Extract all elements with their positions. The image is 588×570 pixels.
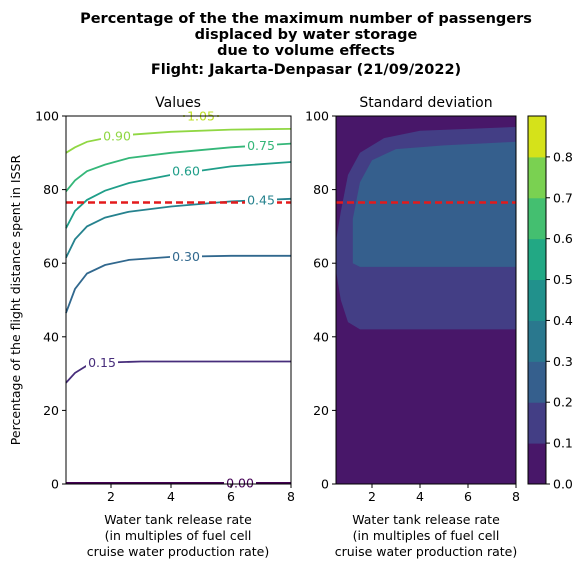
y-tick-label: 100 xyxy=(305,109,329,124)
contour-label-gap xyxy=(245,138,277,152)
figure-title-line-3: due to volume effects xyxy=(217,43,395,59)
colorbar-tick-label: 0.3 xyxy=(553,354,573,369)
values-y-axis-ticks: 0 20 40 60 80 100 xyxy=(35,109,66,492)
contour-line-0.60 xyxy=(65,161,292,229)
colorbar-tick-label: 0.7 xyxy=(553,190,573,205)
std-x-axis-label-line-3: cruise water production rate) xyxy=(335,544,518,559)
contour-label: 0.15 xyxy=(88,355,116,370)
x-tick-label: 4 xyxy=(416,489,424,504)
contour-label: 0.30 xyxy=(172,249,200,264)
colorbar-tick-label: 0.4 xyxy=(553,313,573,328)
x-tick-label: 4 xyxy=(167,489,175,504)
colorbar-tick-label: 0.0 xyxy=(553,477,573,492)
colorbar-band xyxy=(528,279,546,321)
y-tick-label: 80 xyxy=(43,182,59,197)
y-tick-label: 20 xyxy=(43,403,59,418)
contour-label-gap xyxy=(86,355,118,369)
contour-label-gap xyxy=(224,475,256,489)
values-contour-panel: Values 0.000.150.300.450.600.750.901.05 … xyxy=(8,95,295,559)
contour-label: 0.90 xyxy=(103,129,131,144)
colorbar-band xyxy=(528,361,546,403)
colorbar-band xyxy=(528,443,546,485)
colorbar-tick-label: 0.1 xyxy=(553,436,573,451)
contour-label-gap xyxy=(170,249,202,263)
colorbar-band xyxy=(528,116,546,158)
x-tick-label: 8 xyxy=(512,489,520,504)
colorbar-bands xyxy=(528,116,546,485)
x-tick-label: 6 xyxy=(227,489,235,504)
std-panel-title: Standard deviation xyxy=(359,95,492,111)
figure-title-line-4: Flight: Jakarta-Denpasar (21/09/2022) xyxy=(151,62,461,78)
std-x-axis-label-line-1: Water tank release rate xyxy=(352,512,500,527)
std-region-0.2-0.3 xyxy=(352,141,516,267)
figure-title-line-2: displaced by water storage xyxy=(195,27,418,43)
colorbar-band xyxy=(528,238,546,281)
colorbar-band xyxy=(528,156,546,199)
y-tick-label: 0 xyxy=(51,477,59,492)
contour-label: 0.60 xyxy=(172,164,200,179)
std-plot-frame xyxy=(335,115,517,485)
y-tick-label: 100 xyxy=(35,109,59,124)
colorbar-band xyxy=(528,402,546,444)
contour-line-0.75 xyxy=(65,142,292,192)
colorbar-tick-label: 0.6 xyxy=(553,231,573,246)
contour-label-gap xyxy=(101,129,133,143)
values-y-axis-label: Percentage of the flight distance spent … xyxy=(8,155,23,446)
y-tick-label: 20 xyxy=(313,403,329,418)
std-y-axis-ticks: 0 20 40 60 80 100 xyxy=(305,109,336,492)
colorbar-tick-label: 0.8 xyxy=(553,149,573,164)
values-x-axis-label-line-3: cruise water production rate) xyxy=(87,544,270,559)
contour-label-gap xyxy=(170,164,202,178)
figure-title-line-1: Percentage of the the maximum number of … xyxy=(80,11,532,27)
x-tick-label: 8 xyxy=(287,489,295,504)
colorbar-tick-label: 0.2 xyxy=(553,395,573,410)
values-plot-frame xyxy=(65,115,292,485)
values-panel-title: Values xyxy=(155,95,201,111)
y-tick-label: 60 xyxy=(43,256,59,271)
contour-label: 0.75 xyxy=(247,138,275,153)
colorbar-band xyxy=(528,197,546,240)
contour-label: 0.00 xyxy=(226,475,254,490)
y-tick-label: 0 xyxy=(321,477,329,492)
x-tick-label: 2 xyxy=(107,489,115,504)
y-tick-label: 40 xyxy=(43,329,59,344)
std-x-axis-ticks: 2 4 6 8 xyxy=(368,484,520,504)
contour-labels: 0.000.150.300.450.600.750.901.05 xyxy=(86,109,277,490)
values-x-axis-ticks: 2 4 6 8 xyxy=(107,484,295,504)
figure-title: Percentage of the the maximum number of … xyxy=(80,11,532,78)
contour-label: 0.45 xyxy=(247,192,275,207)
colorbar-band xyxy=(528,320,546,362)
values-x-axis-label-line-1: Water tank release rate xyxy=(104,512,252,527)
y-tick-label: 60 xyxy=(313,256,329,271)
x-tick-label: 6 xyxy=(464,489,472,504)
std-x-axis-label-line-2: (in multiples of fuel cell xyxy=(353,528,500,543)
y-tick-label: 80 xyxy=(313,182,329,197)
contour-label-gap xyxy=(245,192,277,206)
std-filled-regions xyxy=(336,116,516,484)
colorbar: 0.0 0.1 0.2 0.3 0.4 0.5 0.6 0.7 0.8 xyxy=(527,115,573,492)
colorbar-tick-label: 0.5 xyxy=(553,272,573,287)
colorbar-frame xyxy=(527,115,547,485)
values-x-axis-label-line-2: (in multiples of fuel cell xyxy=(105,528,252,543)
std-deviation-panel: Standard deviation 2 4 6 8 0 20 40 60 80 100 Wat… xyxy=(305,95,520,559)
colorbar-ticks: 0.0 0.1 0.2 0.3 0.4 0.5 0.6 0.7 0.8 xyxy=(546,149,573,492)
contour-line-0.30 xyxy=(65,254,291,314)
y-tick-label: 40 xyxy=(313,329,329,344)
x-tick-label: 2 xyxy=(368,489,376,504)
